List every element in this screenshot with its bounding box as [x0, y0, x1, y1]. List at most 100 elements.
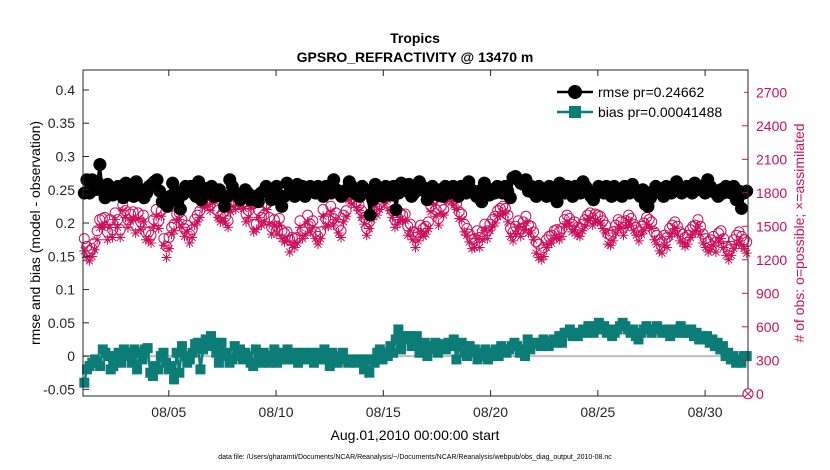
rmse-point — [550, 195, 564, 209]
assimilated-obs-point — [202, 201, 213, 212]
bias-point — [232, 351, 243, 362]
bias-point — [512, 341, 523, 352]
y-tick-label-right: 2100 — [756, 151, 787, 167]
bias-point — [535, 341, 546, 352]
bias-point — [319, 344, 330, 355]
assimilated-obs-point — [192, 216, 203, 227]
bias-point — [322, 354, 333, 365]
bias-point — [248, 361, 259, 372]
assimilated-obs-point — [487, 221, 498, 232]
assimilated-obs-point — [156, 211, 167, 222]
bias-point — [419, 337, 430, 348]
bias-point — [116, 357, 127, 368]
bias-point — [176, 341, 187, 352]
assimilated-obs-point — [253, 212, 264, 223]
assimilated-obs-point — [133, 213, 144, 224]
assimilated-obs-point — [536, 254, 547, 265]
x-tick-label: 08/30 — [688, 404, 723, 420]
bias-point — [456, 337, 467, 348]
assimilated-obs-point — [84, 255, 95, 266]
assimilated-obs-point — [292, 238, 303, 249]
bias-point — [736, 357, 747, 368]
assimilated-obs-point — [89, 244, 100, 255]
bias-point — [723, 347, 734, 358]
assimilated-obs-point — [410, 242, 421, 253]
bias-point — [79, 377, 90, 388]
x-tick-label: 08/15 — [366, 404, 401, 420]
bias-point — [374, 344, 385, 355]
assimilated-obs-point — [449, 200, 460, 211]
assimilated-obs-point — [169, 225, 180, 236]
bias-point — [211, 347, 222, 358]
assimilated-obs-point — [395, 214, 406, 225]
assimilated-obs-point — [269, 221, 280, 232]
assimilated-obs-point — [541, 242, 552, 253]
assimilated-obs-point — [300, 230, 311, 241]
bias-point — [490, 344, 501, 355]
assimilated-obs-point — [469, 242, 480, 253]
assimilated-obs-point — [466, 243, 477, 254]
y-tick-label-right: 600 — [756, 319, 780, 335]
assimilated-obs-point — [705, 244, 716, 255]
rmse-point — [93, 157, 107, 171]
assimilated-obs-point — [120, 212, 131, 223]
bias-point — [171, 347, 182, 358]
bias-point — [134, 347, 145, 358]
assimilated-obs-point — [171, 215, 182, 226]
y-tick-label-right: 0 — [756, 386, 764, 402]
assimilated-obs-point — [603, 239, 614, 250]
assimilated-obs-point — [143, 234, 154, 245]
y-tick-label-left: 0 — [67, 348, 75, 364]
assimilated-obs-point — [369, 201, 380, 212]
assimilated-obs-point — [274, 220, 285, 231]
rmse-point — [153, 184, 167, 198]
rmse-series — [77, 157, 754, 222]
y-tick-label-right: 900 — [756, 285, 780, 301]
assimilated-obs-point — [587, 220, 598, 231]
assimilated-obs-point — [639, 225, 650, 236]
assimilated-obs-point — [510, 229, 521, 240]
y-tick-label-left: -0.05 — [43, 381, 75, 397]
assimilated-obs-point — [148, 221, 159, 232]
assimilated-obs-point — [413, 235, 424, 246]
assimilated-obs-point — [631, 230, 642, 241]
bias-point — [187, 347, 198, 358]
assimilated-obs-point — [690, 226, 701, 237]
assimilated-obs-point — [354, 205, 365, 216]
y-tick-label-left: 0.2 — [56, 215, 76, 231]
assimilated-obs-point — [708, 240, 719, 251]
assimilated-obs-point — [649, 234, 660, 245]
bias-point — [279, 354, 290, 365]
assimilated-obs-point — [472, 233, 483, 244]
assimilated-obs-point — [102, 234, 113, 245]
bias-point — [200, 334, 211, 345]
bias-point — [314, 347, 325, 358]
assimilated-obs-point — [464, 236, 475, 247]
assimilated-obs-point — [721, 250, 732, 261]
assimilated-obs-point — [682, 239, 693, 250]
assimilated-obs-point — [456, 214, 467, 225]
bias-point — [728, 351, 739, 362]
bias-point — [712, 337, 723, 348]
assimilated-obs-point — [474, 242, 485, 253]
rmse-point — [389, 203, 403, 217]
x-tick-label: 08/25 — [580, 404, 615, 420]
assimilated-obs-point — [312, 239, 323, 250]
bias-point — [359, 364, 370, 375]
assimilated-obs-point — [520, 217, 531, 228]
assimilated-obs-point — [508, 235, 519, 246]
assimilated-obs-point — [556, 231, 567, 242]
rmse-point — [740, 184, 754, 198]
bias-point — [446, 341, 457, 352]
possible-obs-point — [78, 233, 90, 245]
bias-point — [385, 341, 396, 352]
rmse-point — [173, 202, 187, 216]
assimilated-obs-point — [574, 231, 585, 242]
bias-point — [377, 354, 388, 365]
assimilated-obs-point — [387, 212, 398, 223]
assimilated-obs-point — [597, 223, 608, 234]
assimilated-obs-point — [677, 238, 688, 249]
assimilated-obs-point — [128, 214, 139, 225]
bias-point — [142, 343, 153, 354]
